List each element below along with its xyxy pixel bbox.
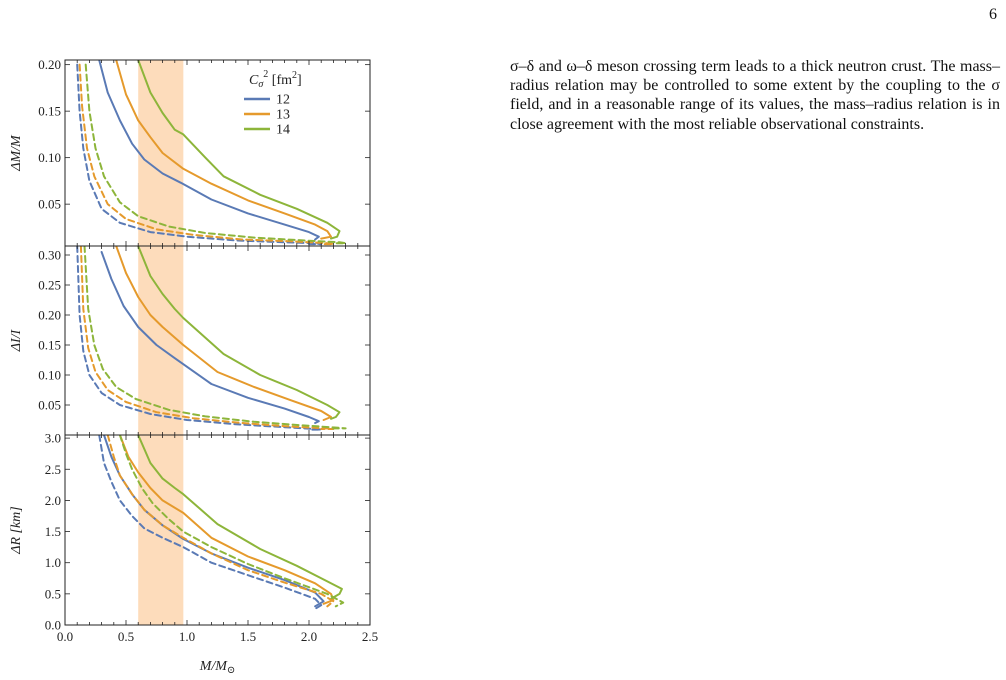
- x-tick-label: 0.0: [57, 629, 73, 644]
- page-number: 6: [989, 6, 997, 23]
- line-series-13: [118, 435, 335, 605]
- plot-frame: [64, 434, 371, 626]
- legend-title: Cσ2 [fm2]: [249, 69, 302, 90]
- x-tick-label: 2.5: [362, 629, 378, 644]
- y-tick-label: 0.05: [38, 197, 61, 212]
- y-axis-label: ΔM/M: [9, 134, 24, 172]
- legend-label-13: 13: [276, 108, 290, 123]
- dashed-line-series_12: [76, 63, 323, 246]
- x-tick-label: 1.5: [240, 629, 256, 644]
- y-tick-label: 0.5: [45, 586, 61, 601]
- dashed-line-series_14: [118, 435, 345, 608]
- panel-2: 0.05 0.10 0.15 0.20 0.25 0.30 ΔI/I: [9, 245, 371, 436]
- dashed-line-series_13: [78, 63, 335, 246]
- y-tick-label: 1.5: [45, 524, 61, 539]
- y-tick-label: 0.10: [38, 368, 61, 383]
- dashed-line-series_14: [83, 246, 347, 430]
- y-axis-label: ΔR [km]: [9, 506, 24, 555]
- line-series-14: [137, 60, 341, 240]
- x-tick-label: 2.0: [301, 629, 317, 644]
- dashed-line-series_14: [84, 63, 347, 245]
- x-tick-label: 1.0: [179, 629, 195, 644]
- plot-frame: [64, 59, 371, 247]
- y-tick-label: 2.0: [45, 493, 61, 508]
- y-tick-label: 0.25: [38, 278, 61, 293]
- shaded-band: [138, 246, 184, 435]
- y-tick-label: 1.0: [45, 555, 61, 570]
- x-tick-label: 0.5: [118, 629, 134, 644]
- dashed-line-series_13: [79, 246, 335, 430]
- y-tick-label: 0.10: [38, 150, 61, 165]
- body-paragraph: σ–δ and ω–δ meson crossing term leads to…: [510, 57, 1000, 134]
- line-series-13: [115, 60, 332, 240]
- line-series-14: [137, 435, 343, 600]
- paragraph-text: σ–δ and ω–δ meson crossing term leads to…: [510, 58, 1000, 133]
- legend-label-12: 12: [276, 93, 290, 108]
- line-series-13: [115, 246, 332, 421]
- y-tick-label: 0.0: [45, 618, 61, 633]
- y-tick-label: 3.0: [45, 431, 61, 446]
- legend-label-14: 14: [276, 123, 290, 138]
- shaded-band: [138, 60, 184, 246]
- x-axis-label: M/M⊙: [199, 659, 236, 676]
- line-series-12: [98, 60, 320, 241]
- line-series-12: [100, 251, 320, 424]
- y-tick-label: 0.20: [38, 57, 61, 72]
- y-tick-label: 0.05: [38, 398, 61, 413]
- dashed-line-series_12: [98, 435, 323, 610]
- y-tick-label: 0.15: [38, 104, 61, 119]
- line-series-14: [137, 246, 341, 420]
- y-tick-label: 0.15: [38, 338, 61, 353]
- y-axis-label: ΔI/I: [9, 328, 24, 352]
- y-tick-label: 2.5: [45, 462, 61, 477]
- panel-3: 0.0 0.5 1.0 1.5 2.0 2.5 3.0 ΔR [km] 0.0 0.5 1.0 1.5…: [9, 431, 378, 676]
- y-tick-label: 0.20: [38, 308, 61, 323]
- y-tick-label: 0.30: [38, 248, 61, 263]
- dashed-line-series_13: [106, 435, 335, 608]
- dashed-line-series_12: [76, 246, 323, 431]
- shaded-band: [138, 435, 184, 625]
